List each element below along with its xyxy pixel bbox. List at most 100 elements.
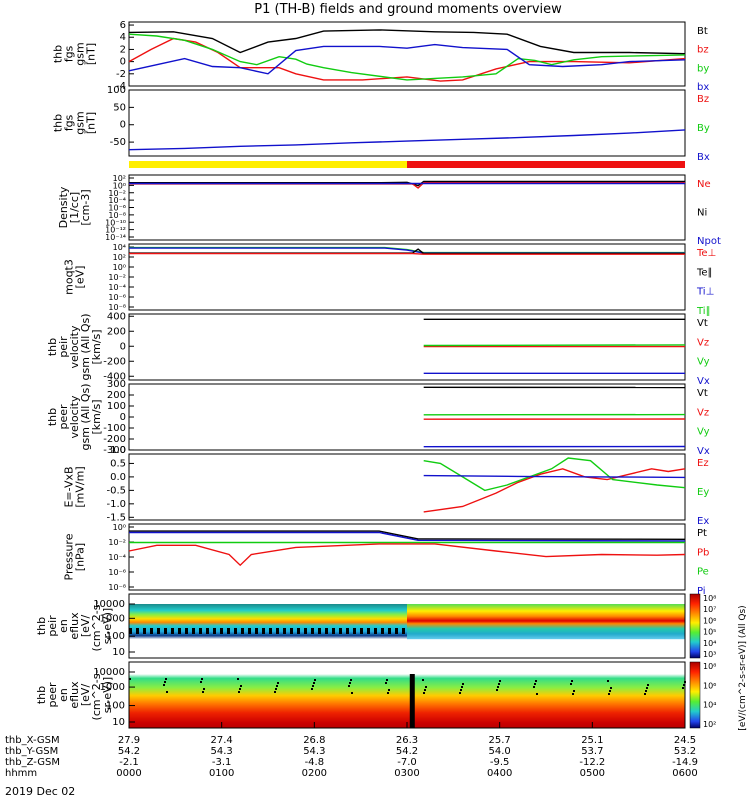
y-tick-label: 10² (113, 174, 126, 183)
y-tick-label: 100 (106, 701, 125, 712)
spectrogram-speck (533, 686, 535, 688)
region-bar-yellow (129, 161, 407, 168)
series-bz (128, 37, 686, 82)
y-tick-label: 0.5 (110, 458, 126, 469)
y-axis-label: gsm (74, 42, 87, 65)
legend-entry: Pb (697, 547, 709, 558)
legend-entry: Vt (697, 388, 708, 399)
spectrogram-speck (374, 628, 377, 634)
spectrogram-speck (157, 628, 160, 634)
spectrogram-speck (498, 683, 500, 685)
x-tick-label: 53.2 (674, 746, 696, 757)
spectrogram-speck (203, 688, 205, 690)
y-tick-label: 100 (107, 85, 126, 96)
spectrogram-speck (608, 693, 610, 695)
legend-entry: Pe (697, 567, 709, 578)
spectrogram-speck (536, 693, 538, 695)
y-axis-label: [cm-3] (79, 189, 92, 225)
y-tick-label: 50 (113, 102, 126, 113)
spectrogram-speck (423, 692, 425, 694)
y-tick-label: 100 (107, 401, 126, 412)
spectrogram-speck (277, 682, 279, 684)
panel-efield: 1.0 0.5 0.0 -0.5 -1.0 -1.5 Ez Ey Ex E=-VxB[mV/m] (63, 445, 710, 527)
x-tick-label: 26.8 (303, 735, 325, 746)
spectrogram-speck (240, 685, 242, 687)
series-Bx (128, 129, 686, 151)
spectrogram-speck (239, 688, 241, 690)
spectrogram-speck (192, 628, 195, 634)
x-tick-label: 0000 (116, 768, 141, 779)
y-tick-label: -2 (116, 69, 126, 80)
y-axis-label: [km/s] (90, 329, 103, 364)
colorbar-title: [eV/(cm^2-s-sr-eV)] (All Qs) (738, 605, 748, 730)
spectrogram-ion-right (407, 604, 685, 640)
legend-entry: Pi (697, 586, 706, 597)
y-tick-label: 4 (120, 32, 126, 43)
spectrogram-speck (682, 687, 684, 689)
colorbar-tick-label: 10⁴ (703, 639, 716, 648)
x-tick-label: 54.3 (303, 746, 325, 757)
y-axis-label: eflux (68, 612, 81, 640)
spectrogram-speck (570, 683, 572, 685)
y-axis-label: [nPa] (74, 543, 87, 571)
x-tick-label: -12.2 (579, 757, 605, 768)
spectrogram-speck (238, 691, 240, 693)
x-tick-label: 25.1 (581, 735, 603, 746)
y-tick-label: -1.0 (106, 499, 126, 510)
y-tick-label: 200 (107, 390, 126, 401)
spectrogram-speck (462, 683, 464, 685)
y-axis-label: thb (52, 114, 65, 132)
legend-entry: bz (697, 45, 709, 56)
y-axis-label: velocity (68, 325, 81, 368)
panel-pressure: 10⁰ 10⁻² 10⁻⁴ 10⁻⁶ 10⁻⁸ Pt Pb Pe Pi Pressure[nPa] (63, 523, 710, 597)
spectrogram-speck (348, 685, 350, 687)
x-tick-label: -4.8 (305, 757, 325, 768)
series-Ez (423, 468, 686, 513)
y-tick-label: 400 (107, 311, 126, 322)
spectrogram-speck (388, 689, 390, 691)
y-tick-label: 6 (120, 20, 126, 31)
y-axis-label: [eV/ (79, 615, 92, 638)
spectrogram-speck (164, 681, 166, 683)
x-tick-label: 27.9 (118, 735, 140, 746)
series-Ex (423, 474, 686, 479)
spectrogram-speck (607, 680, 609, 682)
y-tick-label: 10⁻² (108, 273, 126, 282)
spectrogram-electron (129, 674, 685, 728)
x-tick-label: 26.3 (396, 735, 418, 746)
colorbar-tick-label: 10⁷ (703, 605, 716, 614)
spectrogram-speck (353, 628, 356, 634)
colorbar: 10⁸ 10⁶ 10⁴ 10² (689, 661, 716, 729)
spectrogram-speck (166, 691, 168, 693)
spectrogram-speck (460, 689, 462, 691)
spectrogram-speck (185, 628, 188, 634)
y-axis-label: thb (46, 338, 59, 356)
spectrogram-speck (248, 628, 251, 634)
legend-entry: Bz (697, 94, 709, 105)
legend-entry: Ti⊥ (696, 287, 714, 298)
y-axis-label: peir (57, 336, 70, 358)
y-axis-label: sr-eV)] (101, 608, 114, 644)
y-axis-label: [km/s] (90, 399, 103, 434)
y-axis-label: [mV/m] (74, 466, 87, 507)
x-tick-label: 0500 (580, 768, 605, 779)
legend-entry: bx (697, 82, 709, 93)
y-tick-label: -400 (103, 371, 126, 382)
y-tick-label: 10000 (93, 599, 125, 610)
y-tick-label: 10⁻² (108, 189, 126, 198)
y-tick-label: 10 (112, 717, 125, 728)
y-tick-label: -200 (103, 434, 126, 445)
spectrogram-speck (332, 628, 335, 634)
panel-frame (128, 453, 686, 521)
spectrogram-gap (409, 674, 415, 728)
spectrogram-speck (234, 628, 237, 634)
y-tick-label: 10⁻² (108, 538, 126, 547)
y-axis-label: gsm (All Qs) (79, 313, 92, 380)
date-label: 2019 Dec 02 (5, 785, 75, 798)
x-tick-label: 25.7 (489, 735, 511, 746)
spectrogram-speck (645, 690, 647, 692)
x-tick-label: 54.0 (489, 746, 511, 757)
spectrogram-speck (313, 682, 315, 684)
